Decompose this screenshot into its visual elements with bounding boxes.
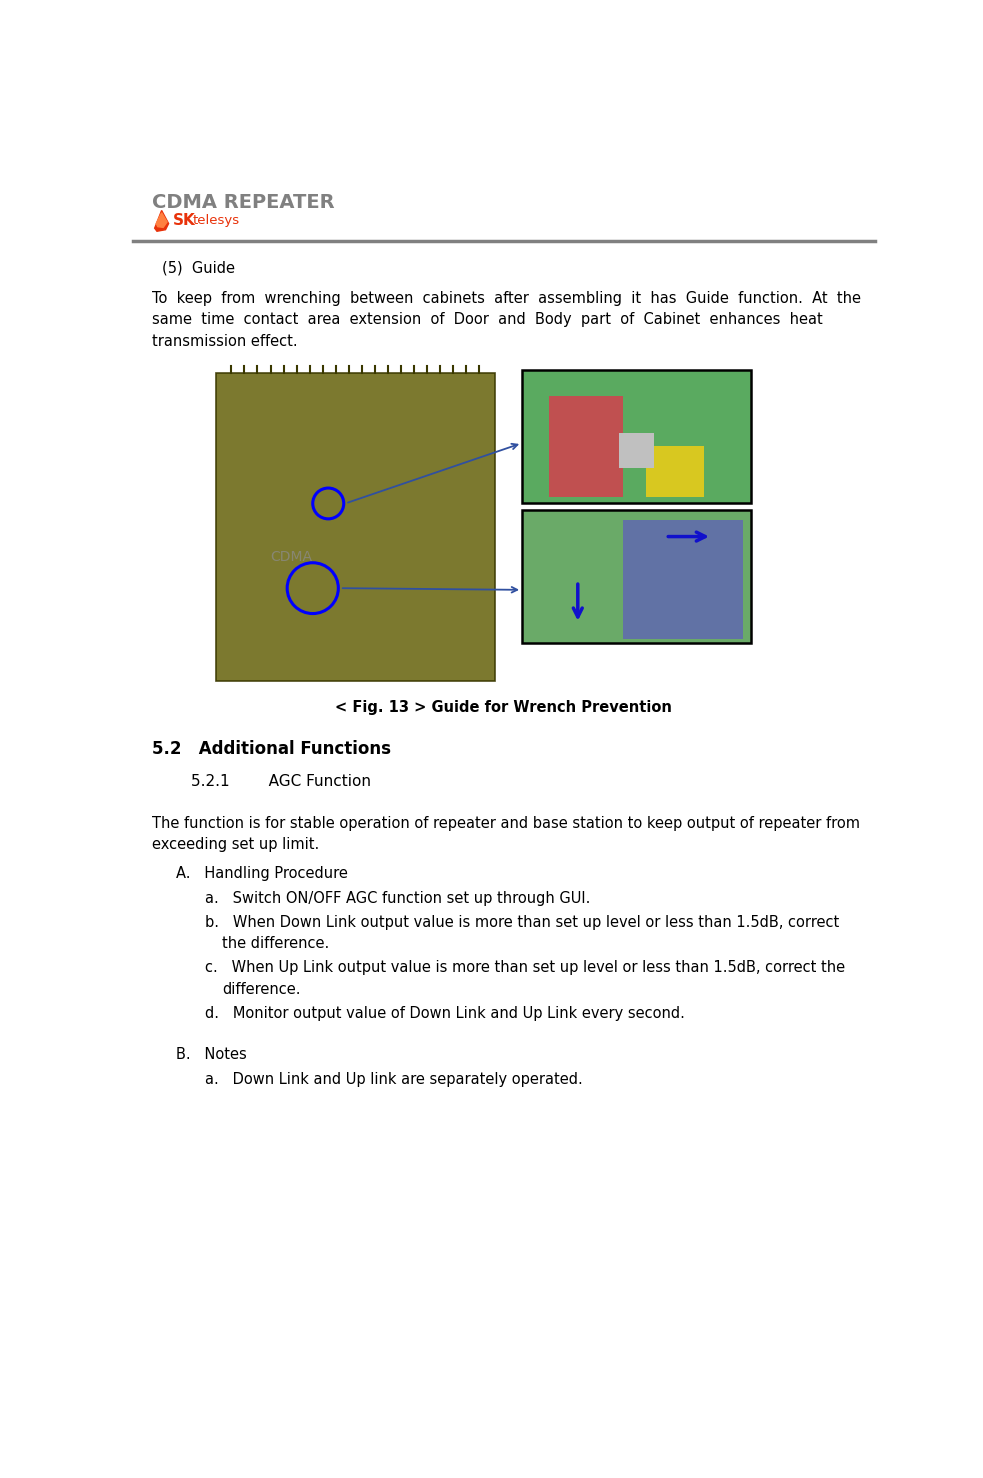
FancyBboxPatch shape [623, 520, 743, 638]
Text: (5)  Guide: (5) Guide [161, 260, 235, 275]
Text: telesys: telesys [193, 214, 240, 228]
Text: c.   When Up Link output value is more than set up level or less than 1.5dB, cor: c. When Up Link output value is more tha… [205, 961, 845, 975]
Text: CDMA REPEATER: CDMA REPEATER [152, 192, 335, 211]
Text: same  time  contact  area  extension  of  Door  and  Body  part  of  Cabinet  en: same time contact area extension of Door… [152, 312, 823, 328]
FancyBboxPatch shape [216, 372, 494, 680]
Text: a.   Down Link and Up link are separately operated.: a. Down Link and Up link are separately … [205, 1072, 583, 1086]
Text: The function is for stable operation of repeater and base station to keep output: The function is for stable operation of … [152, 816, 860, 831]
Text: CDMA: CDMA [270, 550, 313, 565]
Text: difference.: difference. [222, 981, 301, 996]
Text: < Fig. 13 > Guide for Wrench Prevention: < Fig. 13 > Guide for Wrench Prevention [335, 699, 672, 715]
FancyBboxPatch shape [522, 510, 751, 643]
FancyBboxPatch shape [522, 371, 751, 503]
Polygon shape [156, 213, 167, 228]
Text: A.   Handling Procedure: A. Handling Procedure [176, 866, 347, 881]
Text: exceeding set up limit.: exceeding set up limit. [152, 837, 319, 853]
Text: the difference.: the difference. [222, 936, 329, 952]
Text: To  keep  from  wrenching  between  cabinets  after  assembling  it  has  Guide : To keep from wrenching between cabinets … [152, 291, 861, 306]
Text: B.   Notes: B. Notes [176, 1046, 247, 1063]
Text: d.   Monitor output value of Down Link and Up Link every second.: d. Monitor output value of Down Link and… [205, 1007, 685, 1021]
FancyBboxPatch shape [619, 433, 654, 469]
Text: transmission effect.: transmission effect. [152, 334, 298, 349]
FancyBboxPatch shape [549, 396, 623, 497]
FancyBboxPatch shape [646, 446, 704, 497]
Text: b.   When Down Link output value is more than set up level or less than 1.5dB, c: b. When Down Link output value is more t… [205, 915, 839, 930]
Text: 5.2   Additional Functions: 5.2 Additional Functions [152, 740, 391, 758]
Text: SK: SK [173, 213, 196, 228]
Text: 5.2.1        AGC Function: 5.2.1 AGC Function [191, 773, 371, 789]
Polygon shape [154, 210, 169, 231]
Text: a.   Switch ON/OFF AGC function set up through GUI.: a. Switch ON/OFF AGC function set up thr… [205, 891, 591, 906]
